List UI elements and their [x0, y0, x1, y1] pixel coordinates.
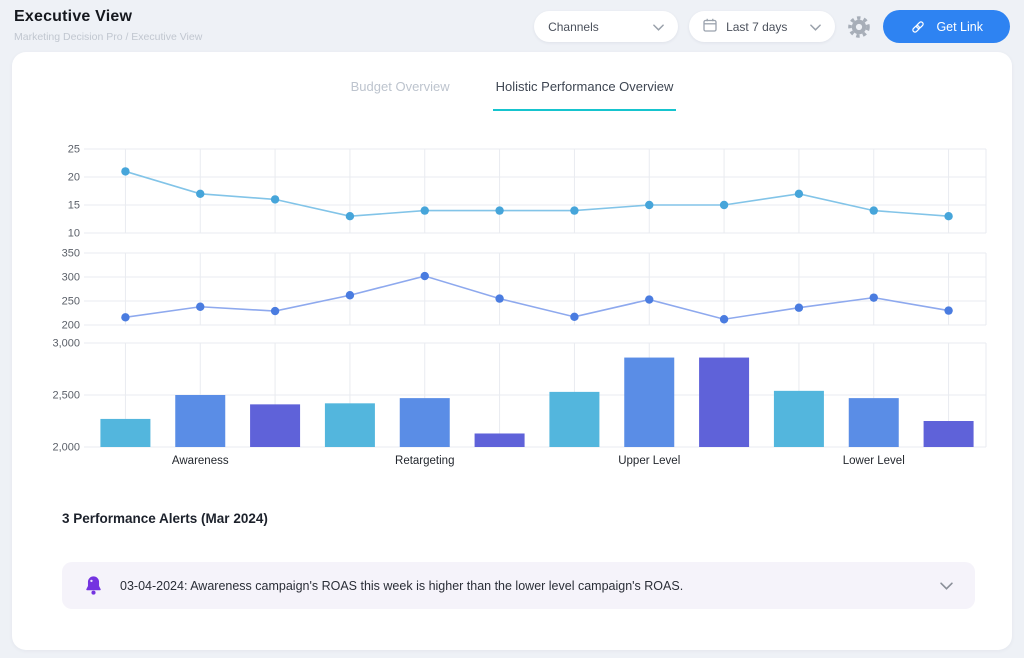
svg-text:20: 20	[68, 172, 80, 184]
svg-text:Lower Level: Lower Level	[843, 455, 905, 467]
svg-text:Upper Level: Upper Level	[618, 455, 680, 467]
svg-text:200: 200	[62, 320, 80, 332]
get-link-label: Get Link	[936, 19, 983, 34]
calendar-icon	[703, 18, 717, 35]
svg-text:2,000: 2,000	[52, 442, 80, 454]
settings-gear-icon[interactable]	[846, 14, 872, 40]
chevron-down-icon	[653, 20, 664, 34]
alert-text: 03-04-2024: Awareness campaign's ROAS th…	[120, 578, 684, 593]
metric-line-chart-middle[interactable]: 200 250 300 350	[24, 243, 1004, 335]
page-title: Executive View	[14, 8, 133, 25]
tab-holistic-performance-overview[interactable]: Holistic Performance Overview	[492, 79, 677, 111]
svg-text:3,000: 3,000	[52, 338, 80, 350]
topbar: Executive View Marketing Decision Pro / …	[0, 0, 1024, 52]
svg-text:300: 300	[62, 272, 80, 284]
date-range-picker[interactable]: Last 7 days	[689, 11, 836, 42]
svg-text:Awareness: Awareness	[172, 455, 229, 467]
svg-text:10: 10	[68, 228, 80, 240]
svg-text:2,500: 2,500	[52, 390, 80, 402]
alert-item[interactable]: 03-04-2024: Awareness campaign's ROAS th…	[62, 562, 975, 609]
link-icon	[910, 19, 926, 35]
get-link-button[interactable]: Get Link	[883, 10, 1010, 43]
channels-select-label: Channels	[548, 19, 599, 34]
breadcrumb[interactable]: Marketing Decision Pro / Executive View	[14, 31, 203, 43]
date-range-label: Last 7 days	[726, 19, 788, 34]
tab-budget-overview[interactable]: Budget Overview	[350, 79, 450, 94]
topbar-controls: Channels Last 7 days	[534, 10, 1010, 43]
charts-area: 10 15 20 25 200 250 300 350 2,000 2,500 3,000 Awa…	[24, 139, 1012, 477]
chevron-down-icon[interactable]	[940, 581, 953, 590]
alerts-section: 3 Performance Alerts (Mar 2024) 03-04-20…	[12, 511, 1012, 609]
svg-text:250: 250	[62, 296, 80, 308]
svg-text:Retargeting: Retargeting	[395, 455, 454, 467]
svg-text:350: 350	[62, 248, 80, 260]
alerts-section-title: 3 Performance Alerts (Mar 2024)	[62, 511, 268, 526]
metric-line-chart-top[interactable]: 10 15 20 25	[24, 139, 1004, 243]
channels-select[interactable]: Channels	[534, 11, 679, 42]
alert-bell-icon	[84, 575, 103, 596]
svg-text:15: 15	[68, 200, 80, 212]
chevron-down-icon	[810, 20, 822, 34]
topbar-left: Executive View Marketing Decision Pro / …	[14, 8, 202, 43]
tab-bar: Budget Overview Holistic Performance Ove…	[12, 52, 1012, 111]
main-card: Budget Overview Holistic Performance Ove…	[12, 52, 1012, 650]
campaign-bar-chart[interactable]: 2,000 2,500 3,000 Awareness Retargeting Upper…	[24, 335, 1004, 477]
svg-text:25: 25	[68, 144, 80, 156]
